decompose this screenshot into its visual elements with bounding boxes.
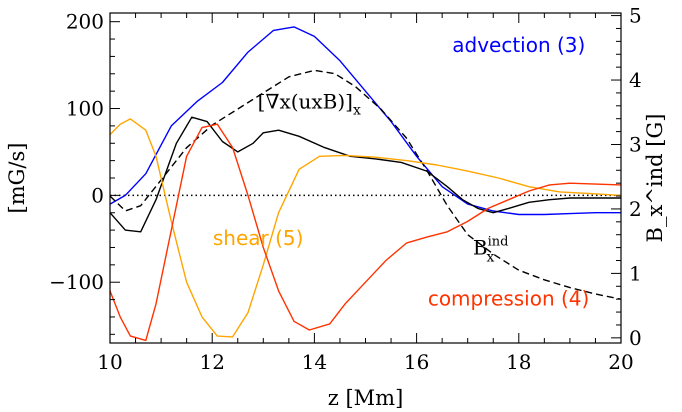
annotation-0: advection (3): [452, 33, 585, 57]
y-right-tick-label: 3: [629, 132, 642, 156]
y-right-tick-label: 4: [629, 68, 642, 92]
annotation-4: Bind x: [473, 234, 509, 265]
annotation-2: shear (5): [213, 226, 304, 250]
annotations: advection (3) [∇x(uxB)]x shear (5) compress…: [213, 33, 589, 311]
ticks: [109, 13, 622, 343]
y-left-tick-label: 200: [66, 10, 104, 34]
y-right-tick-label: 1: [629, 261, 642, 285]
y-axis-label-left: [mG/s]: [5, 143, 29, 214]
y-left-tick-label: 0: [91, 183, 104, 207]
x-tick-label: 14: [302, 350, 327, 374]
x-tick-label: 16: [404, 350, 429, 374]
annotation-1: [∇x(uxB)]x: [258, 90, 361, 119]
annotation-3: compression (4): [428, 287, 590, 311]
series-line-1: [109, 116, 621, 233]
x-tick-label: 20: [608, 350, 633, 374]
x-tick-label: 12: [199, 350, 224, 374]
series-line-3: [109, 118, 622, 338]
x-axis-label: z [Mm]: [328, 386, 404, 410]
y-left-tick-label: 100: [66, 97, 104, 121]
series-line-2: [109, 69, 622, 300]
y-axis-label-right: B_x^ind [G]: [643, 114, 667, 243]
y-right-tick-label: 0: [629, 326, 642, 350]
series-line-0: [109, 26, 621, 216]
series-line-4: [109, 123, 622, 342]
y-left-tick-label: −100: [49, 270, 104, 294]
x-tick-label: 18: [506, 350, 531, 374]
y-right-tick-label: 5: [629, 4, 642, 28]
y-right-tick-label: 2: [629, 197, 642, 221]
x-tick-label: 10: [97, 350, 122, 374]
curves: [109, 26, 622, 342]
